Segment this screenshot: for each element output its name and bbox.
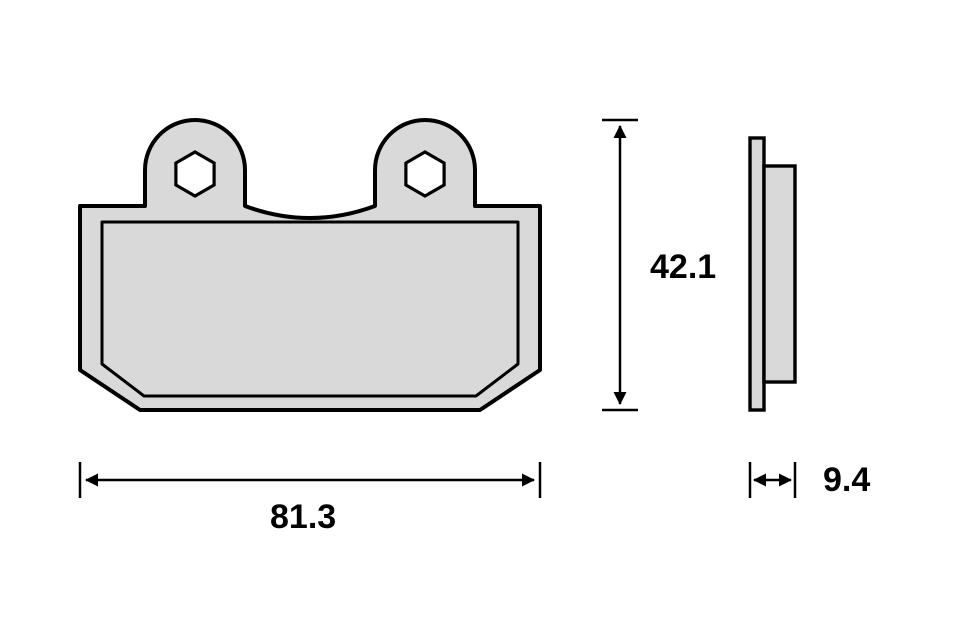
dimension-thickness-label: 9.4 [823, 461, 870, 500]
brake-pad-side-friction [764, 166, 795, 382]
brake-pad-side-backing [750, 138, 764, 410]
bolt-hex-icon [176, 152, 214, 196]
brake-pad-front-outline [80, 120, 540, 410]
diagram-canvas: 42.1 81.3 9.4 [0, 0, 960, 640]
dimension-width-label: 81.3 [270, 498, 336, 537]
diagram-svg [0, 0, 960, 640]
bolt-hex-icon [406, 152, 444, 196]
dimension-height-label: 42.1 [650, 248, 716, 287]
